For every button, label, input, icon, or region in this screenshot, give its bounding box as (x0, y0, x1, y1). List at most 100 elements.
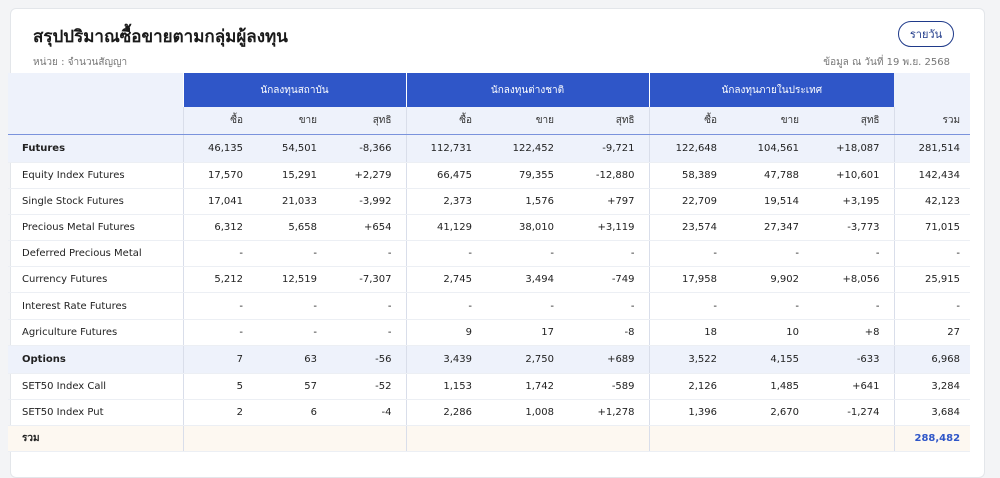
table-cell: 5,212 (183, 266, 257, 294)
table-cell: -12,880 (568, 162, 650, 189)
col-net: สุทธิ (331, 107, 407, 135)
row-label: Agriculture Futures (8, 319, 184, 346)
table-cell: -749 (568, 266, 650, 294)
col-buy: ซื้อ (183, 107, 257, 135)
table-cell: 2,126 (648, 373, 732, 401)
table-cell: - (486, 292, 569, 320)
table-cell: 2,745 (405, 266, 487, 294)
table-cell: - (405, 240, 487, 268)
table-cell: 17,958 (648, 266, 732, 294)
table-cell: 19,514 (731, 188, 814, 215)
table-cell: - (648, 292, 732, 320)
table-cell: 27 (893, 319, 971, 346)
row-label: Futures (8, 134, 184, 163)
table-cell: 6 (257, 399, 331, 427)
header-blank-total (894, 73, 971, 107)
table-cell: 5,658 (257, 214, 331, 242)
row-label: Options (8, 345, 184, 374)
group-header-foreign: นักลงทุนต่างชาติ (405, 73, 650, 107)
table-cell: 38,010 (486, 214, 569, 242)
table-cell: 104,561 (731, 134, 814, 163)
table-cell: +797 (568, 188, 650, 215)
table-cell: - (893, 292, 971, 320)
table-cell: - (183, 292, 257, 320)
table-cell: - (648, 240, 732, 268)
table-row: SET50 Index Put 2 6 -4 2,286 1,008 +1,278 1,396… (8, 399, 971, 427)
table-cell: 27,347 (731, 214, 814, 242)
sum-cell (331, 425, 407, 453)
sum-cell (183, 425, 257, 453)
table-cell: 3,439 (405, 345, 487, 374)
table-cell: 6,968 (893, 345, 971, 374)
unit-label: หน่วย : จำนวนสัญญา (33, 57, 128, 68)
sum-cell (648, 425, 732, 453)
table-cell: 122,648 (648, 134, 732, 163)
table-cell: - (331, 319, 407, 346)
table-cell: +654 (331, 214, 407, 242)
table-cell: +8 (813, 319, 895, 346)
table-cell: 47,788 (731, 162, 814, 189)
group-header-row: นักลงทุนสถาบัน นักลงทุนต่างชาติ นักลงทุน… (8, 73, 971, 107)
table-cell: 17,041 (183, 188, 257, 215)
table-cell: - (486, 240, 569, 268)
table-cell: -8,366 (331, 134, 407, 163)
table-row: Single Stock Futures 17,041 21,033 -3,992 2,… (8, 188, 971, 215)
table-cell: - (331, 292, 407, 320)
table-cell: -7,307 (331, 266, 407, 294)
table-cell: +641 (813, 373, 895, 401)
table-cell: 46,135 (183, 134, 257, 163)
row-label: Currency Futures (8, 266, 184, 294)
investor-volume-table: นักลงทุนสถาบัน นักลงทุนต่างชาติ นักลงทุน… (8, 73, 971, 453)
sum-cell (405, 425, 487, 453)
table-row: Agriculture Futures - - -9 17 -8 18 10 +8 27 (8, 319, 971, 346)
group-header-local: นักลงทุนภายในประเทศ (648, 73, 895, 107)
table-cell: 15,291 (257, 162, 331, 189)
daily-button[interactable]: รายวัน (898, 21, 954, 47)
table-cell: - (183, 240, 257, 268)
table-cell: 3,284 (893, 373, 971, 401)
group-header-institutional: นักลงทุนสถาบัน (182, 73, 407, 107)
table-cell: - (257, 292, 331, 320)
table-cell: -633 (813, 345, 895, 374)
sum-total: 288,482 (893, 425, 971, 453)
table-cell: - (731, 292, 814, 320)
table-cell: -1,274 (813, 399, 895, 427)
table-cell: - (183, 319, 257, 346)
table-row: Currency Futures 5,212 12,519 -7,307 2,745 3,… (8, 266, 971, 294)
col-buy: ซื้อ (405, 107, 487, 135)
table-cell: 1,576 (486, 188, 569, 215)
sum-row: รวม 288,482 (8, 425, 971, 453)
row-label: Deferred Precious Metal (8, 240, 184, 268)
sum-cell (568, 425, 650, 453)
table-cell: 2,373 (405, 188, 487, 215)
table-cell: - (257, 240, 331, 268)
table-cell: 66,475 (405, 162, 487, 189)
table-cell: 1,153 (405, 373, 487, 401)
sub-header-blank (8, 107, 184, 135)
table-cell: +8,056 (813, 266, 895, 294)
table-cell: -589 (568, 373, 650, 401)
table-cell: 142,434 (893, 162, 971, 189)
table-cell: 2,286 (405, 399, 487, 427)
table-row: Deferred Precious Metal - - - - - - - - - - (8, 240, 971, 268)
table-cell: - (257, 319, 331, 346)
table-cell: -52 (331, 373, 407, 401)
table-cell: - (405, 292, 487, 320)
sum-label: รวม (8, 425, 184, 453)
col-sell: ขาย (486, 107, 569, 135)
table-cell: 1,742 (486, 373, 569, 401)
table-cell: 17 (486, 319, 569, 346)
table-cell: 18 (648, 319, 732, 346)
table-cell: -4 (331, 399, 407, 427)
row-label: Interest Rate Futures (8, 292, 184, 320)
table-cell: 4,155 (731, 345, 814, 374)
table-cell: 58,389 (648, 162, 732, 189)
row-label: SET50 Index Put (8, 399, 184, 427)
table-cell: 3,494 (486, 266, 569, 294)
table-cell: 3,684 (893, 399, 971, 427)
table-cell: 281,514 (893, 134, 971, 163)
table-cell: 2,750 (486, 345, 569, 374)
col-sell: ขาย (257, 107, 331, 135)
table-cell: +689 (568, 345, 650, 374)
table-cell: 54,501 (257, 134, 331, 163)
